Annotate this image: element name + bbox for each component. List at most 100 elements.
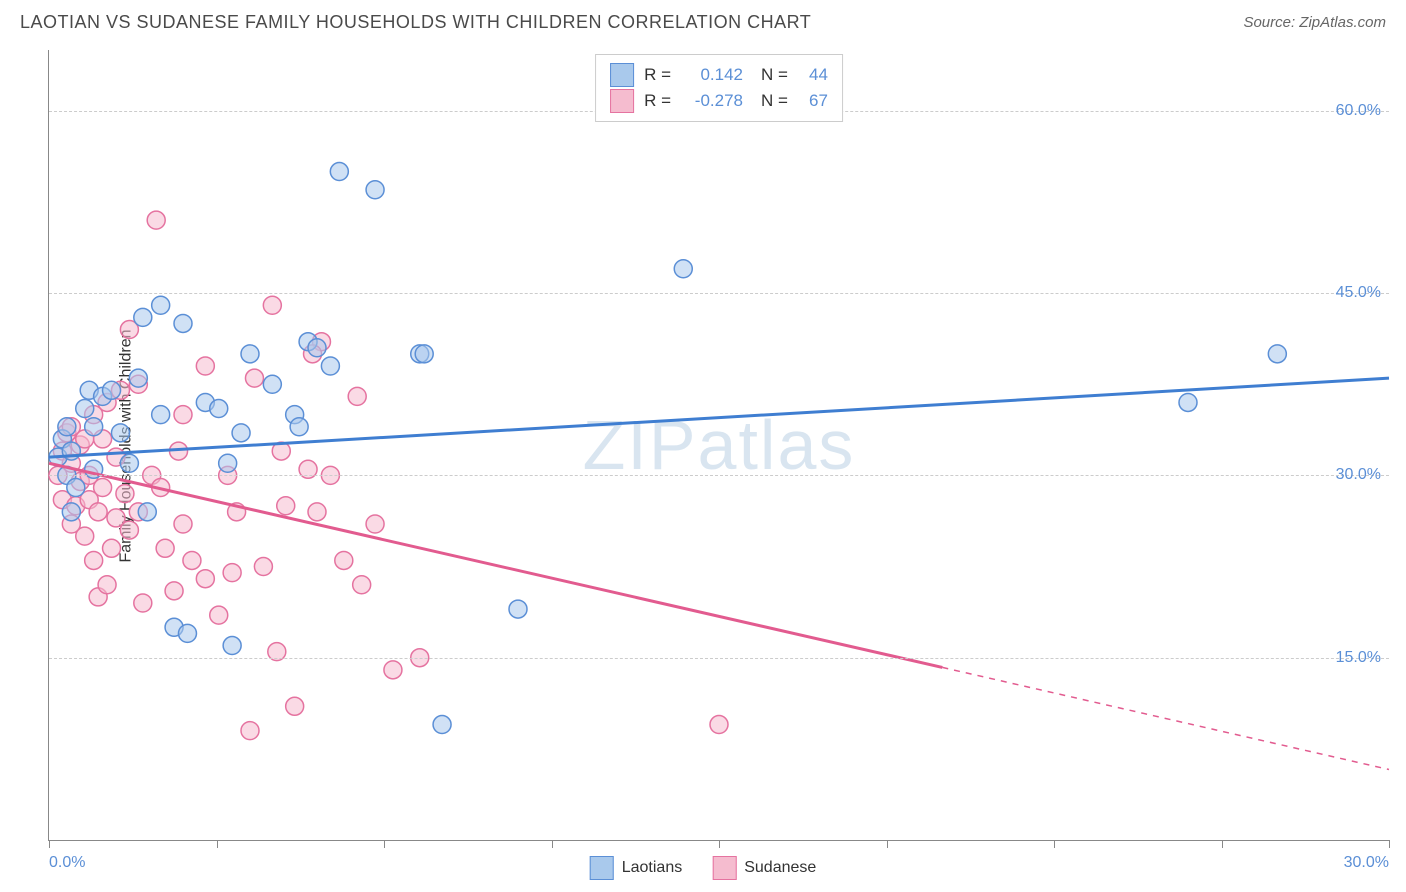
data-point [134,594,152,612]
data-point [98,576,116,594]
data-point [165,582,183,600]
series-legend-label: Laotians [622,859,683,877]
chart-source: Source: ZipAtlas.com [1243,14,1386,31]
data-point [183,551,201,569]
chart-header: LAOTIAN VS SUDANESE FAMILY HOUSEHOLDS WI… [0,0,1406,41]
r-label: R = [644,91,671,111]
data-point [85,551,103,569]
correlation-legend: R =0.142N =44R =-0.278N =67 [595,54,843,122]
chart-title: LAOTIAN VS SUDANESE FAMILY HOUSEHOLDS WI… [20,12,811,33]
data-point [134,308,152,326]
x-tick [552,840,553,848]
grid-line [49,475,1389,476]
data-point [76,527,94,545]
x-tick [887,840,888,848]
data-point [58,418,76,436]
data-point [1268,345,1286,363]
grid-line [49,658,1389,659]
x-tick [719,840,720,848]
data-point [366,181,384,199]
legend-row: R =-0.278N =67 [610,89,828,113]
data-point [308,339,326,357]
y-tick-label: 60.0% [1336,102,1381,120]
legend-swatch [610,63,634,87]
data-point [147,211,165,229]
data-point [111,424,129,442]
data-point [196,357,214,375]
chart-svg [49,50,1389,840]
data-point [129,369,147,387]
data-point [67,479,85,497]
data-point [210,400,228,418]
r-value: -0.278 [681,91,743,111]
data-point [103,381,121,399]
data-point [384,661,402,679]
data-point [263,296,281,314]
data-point [85,418,103,436]
data-point [103,539,121,557]
data-point [196,570,214,588]
data-point [116,485,134,503]
data-point [156,539,174,557]
data-point [433,716,451,734]
data-point [241,722,259,740]
trend-line-extrapolation [942,667,1389,769]
data-point [219,454,237,472]
series-legend-item: Sudanese [712,856,816,880]
data-point [210,606,228,624]
y-tick-label: 45.0% [1336,284,1381,302]
data-point [120,521,138,539]
series-legend: Laotians Sudanese [590,856,817,880]
data-point [152,406,170,424]
series-legend-label: Sudanese [744,859,816,877]
legend-swatch [610,89,634,113]
legend-swatch [712,856,736,880]
data-point [120,454,138,472]
data-point [76,400,94,418]
data-point [308,503,326,521]
data-point [263,375,281,393]
data-point [223,637,241,655]
x-tick [1222,840,1223,848]
data-point [277,497,295,515]
data-point [321,357,339,375]
n-value: 67 [798,91,828,111]
r-value: 0.142 [681,65,743,85]
data-point [1179,393,1197,411]
legend-swatch [590,856,614,880]
data-point [335,551,353,569]
n-label: N = [761,65,788,85]
series-legend-item: Laotians [590,856,683,880]
data-point [223,564,241,582]
x-tick [217,840,218,848]
data-point [232,424,250,442]
x-tick [1389,840,1390,848]
data-point [152,296,170,314]
x-axis-label: 0.0% [49,854,85,872]
data-point [94,479,112,497]
x-tick [384,840,385,848]
data-point [254,558,272,576]
x-tick [1054,840,1055,848]
legend-row: R = 0.142 N = 44 [610,63,828,87]
data-point [174,314,192,332]
data-point [174,406,192,424]
data-point [286,697,304,715]
x-axis-label: 30.0% [1344,854,1389,872]
y-tick-label: 15.0% [1336,649,1381,667]
data-point [62,503,80,521]
trend-line [49,378,1389,457]
data-point [245,369,263,387]
data-point [138,503,156,521]
data-point [674,260,692,278]
y-tick-label: 30.0% [1336,466,1381,484]
grid-line [49,293,1389,294]
chart-plot-area: ZIPatlas R =0.142N =44R =-0.278N =67 15.… [48,50,1389,841]
n-value: 44 [798,65,828,85]
r-label: R = [644,65,671,85]
data-point [710,716,728,734]
data-point [348,387,366,405]
data-point [174,515,192,533]
data-point [178,624,196,642]
x-tick [49,840,50,848]
